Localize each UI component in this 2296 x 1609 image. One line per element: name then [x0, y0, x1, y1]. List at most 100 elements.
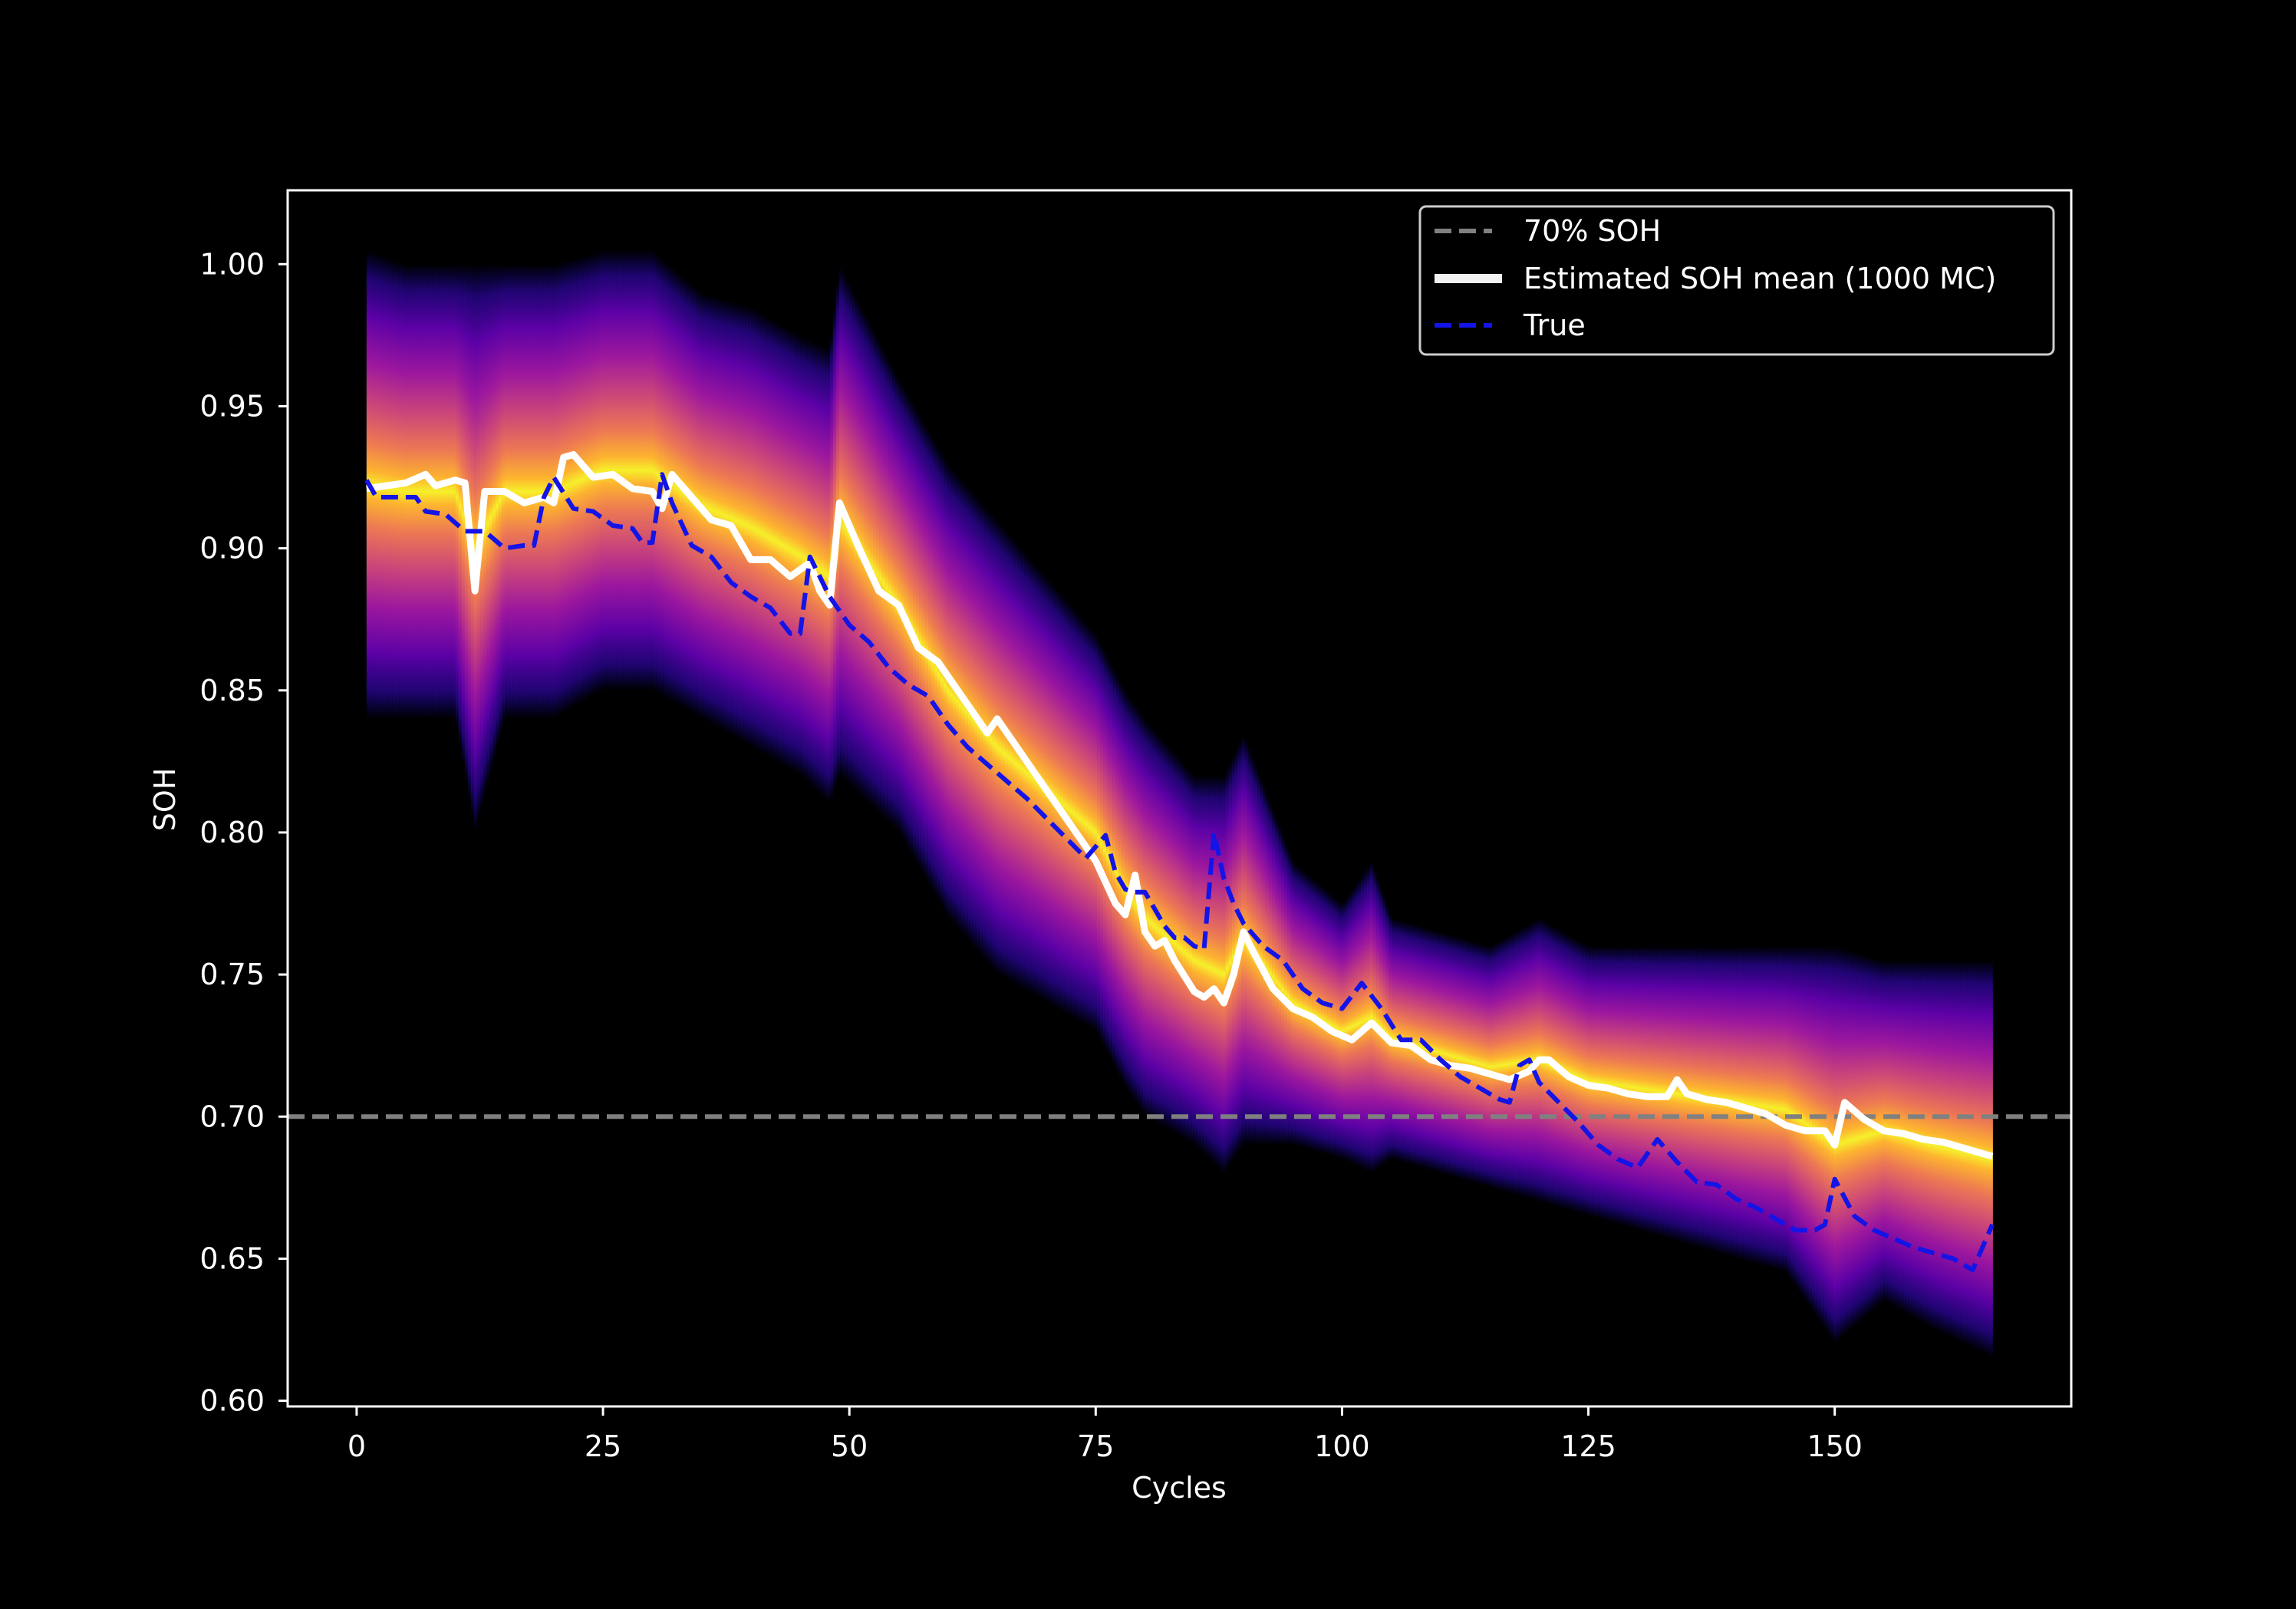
band-slice: [780, 325, 785, 766]
band-slice: [1928, 960, 1932, 1328]
band-slice: [1265, 794, 1270, 1146]
band-slice: [1418, 926, 1423, 1168]
y-tick-label: 0.95: [199, 389, 265, 423]
band-slice: [1084, 622, 1089, 1026]
band-slice: [878, 343, 883, 816]
band-slice: [1931, 960, 1935, 1330]
band-slice: [1062, 597, 1067, 1014]
band-slice: [749, 307, 754, 748]
band-slice: [1596, 946, 1601, 1219]
band-slice: [1860, 954, 1865, 1321]
band-slice: [1394, 918, 1398, 1161]
band-slice: [1652, 946, 1656, 1235]
band-slice: [1842, 948, 1846, 1337]
band-slice: [1639, 946, 1644, 1231]
x-tick-label: 125: [1560, 1429, 1616, 1463]
band-slice: [1480, 944, 1484, 1185]
x-tick-label: 50: [831, 1429, 868, 1463]
band-slice: [1379, 886, 1383, 1167]
band-slice: [728, 301, 733, 736]
band-slice: [1587, 946, 1592, 1217]
band-slice: [1342, 901, 1346, 1160]
band-slice: [1655, 946, 1659, 1236]
band-slice: [1572, 938, 1576, 1212]
band-slice: [1771, 946, 1776, 1270]
band-slice: [446, 264, 450, 719]
band-slice: [1471, 941, 1475, 1183]
band-slice: [1007, 533, 1012, 982]
band-slice: [1188, 771, 1193, 1143]
band-slice: [703, 293, 708, 721]
band-slice: [495, 264, 499, 748]
band-slice: [608, 249, 613, 691]
band-slice: [1148, 725, 1153, 1120]
band-slice: [486, 264, 490, 783]
band-slice: [1839, 948, 1843, 1339]
band-slice: [875, 337, 880, 813]
y-tick-label: 0.75: [199, 958, 265, 991]
band-slice: [765, 316, 769, 757]
band-slice: [1363, 869, 1368, 1171]
band-slice: [1013, 541, 1018, 985]
band-slice: [1765, 946, 1770, 1268]
band-slice: [1934, 960, 1939, 1331]
legend-box: [1418, 205, 2055, 356]
band-slice: [1848, 950, 1853, 1331]
band-slice: [455, 264, 460, 730]
x-tick-label: 25: [585, 1429, 621, 1463]
band-slice: [1802, 946, 1807, 1300]
band-slice: [1943, 960, 1948, 1336]
band-slice: [443, 264, 447, 719]
band-slice: [403, 263, 407, 719]
band-slice: [1458, 938, 1463, 1179]
band-slice: [1158, 736, 1162, 1126]
band-slice: [1581, 943, 1586, 1215]
band-slice: [743, 305, 748, 744]
band-slice: [1296, 865, 1300, 1147]
band-slice: [1023, 552, 1027, 991]
band-slice: [390, 259, 395, 719]
band-slice: [1679, 946, 1684, 1243]
band-slice: [940, 452, 944, 908]
band-slice: [746, 306, 751, 747]
band-slice: [716, 297, 720, 728]
band-slice: [1332, 897, 1337, 1157]
band-slice: [483, 264, 487, 796]
band-slice: [1326, 892, 1331, 1156]
band-slice: [1937, 960, 1942, 1333]
band-slice: [774, 321, 779, 762]
band-slice: [998, 523, 1003, 977]
band-slice: [1624, 946, 1629, 1228]
band-slice: [1059, 594, 1064, 1012]
band-slice: [400, 262, 404, 719]
band-slice: [713, 296, 717, 727]
band-slice: [1066, 601, 1070, 1016]
band-slice: [1863, 955, 1868, 1317]
band-slice: [1099, 645, 1104, 1043]
band-slice: [449, 264, 453, 719]
band-slice: [648, 249, 653, 691]
band-slice: [1449, 935, 1454, 1177]
band-slice: [535, 264, 539, 719]
band-slice: [1461, 938, 1466, 1180]
band-slice: [1593, 946, 1598, 1218]
band-slice: [461, 264, 466, 765]
band-slice: [1774, 946, 1779, 1271]
band-slice: [771, 319, 776, 760]
band-slice: [1590, 946, 1595, 1218]
band-slice: [538, 264, 542, 719]
band-slice: [1155, 732, 1159, 1124]
band-slice: [1965, 960, 1969, 1346]
band-slice: [759, 312, 763, 753]
band-slice: [719, 298, 723, 730]
band-slice: [1615, 946, 1619, 1225]
band-slice: [1421, 927, 1426, 1169]
band-slice: [1569, 935, 1573, 1212]
band-slice: [1958, 960, 1963, 1344]
band-slice: [1962, 960, 1966, 1345]
band-slice: [1606, 946, 1610, 1222]
band-slice: [1784, 946, 1788, 1274]
band-slice: [1299, 868, 1303, 1148]
band-slice: [1455, 936, 1460, 1179]
